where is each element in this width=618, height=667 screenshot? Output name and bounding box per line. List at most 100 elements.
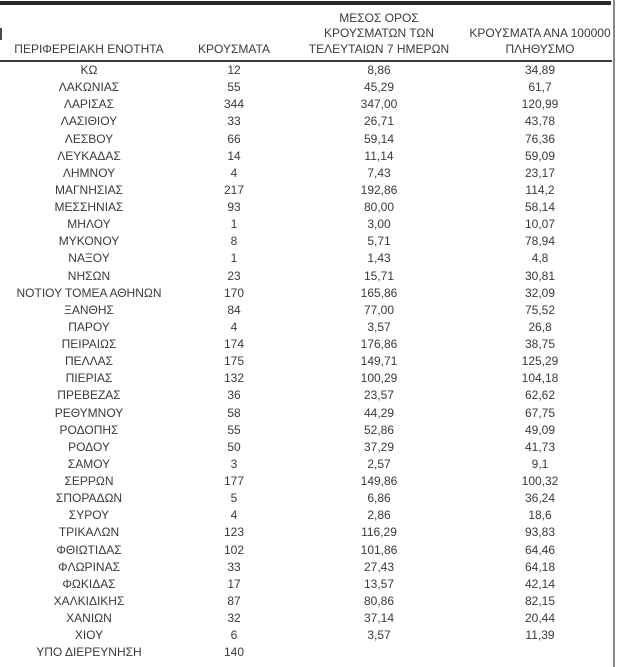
table-cell-per100k: 41,73	[524, 439, 556, 454]
table-cell-avg7: 23,57	[363, 388, 395, 403]
table-row: ΝΗΣΩΝ 23 15,71 30,81	[0, 268, 612, 285]
table-row: ΜΗΛΟΥ 1 3,00 10,07	[0, 216, 612, 233]
table-cell-per100k: 67,75	[524, 405, 556, 420]
table-cell-cases: 84	[227, 302, 241, 317]
table-cell-avg7: 13,57	[363, 576, 395, 591]
table-cell-region: ΧΙΟΥ	[74, 628, 104, 643]
table-cell-region: ΝΗΣΩΝ	[67, 268, 111, 283]
table-cell-avg7: 3,57	[367, 319, 391, 334]
regional-cases-table: ΠΕΡΙΦΕΡΕΙΑΚΗ ΕΝΟΤΗΤΑ ΚΡΟΥΣΜΑΤΑ ΜΕΣΟΣ ΟΡΟ…	[0, 5, 612, 661]
table-cell-region: ΣΕΡΡΩΝ	[64, 474, 114, 489]
table-row: ΥΠΟ ΔΙΕΡΕΥΝΗΣΗ 140	[0, 644, 612, 661]
table-cell-region: ΦΘΙΩΤΙΔΑΣ	[56, 542, 122, 557]
right-edge-line	[613, 0, 615, 667]
table-cell-per100k: 38,75	[524, 337, 556, 352]
table-row: ΠΕΙΡΑΙΩΣ 174 176,86 38,75	[0, 336, 612, 353]
table-row: ΣΑΜΟΥ 3 2,57 9,1	[0, 456, 612, 473]
header-row: ΠΕΡΙΦΕΡΕΙΑΚΗ ΕΝΟΤΗΤΑ ΚΡΟΥΣΜΑΤΑ ΜΕΣΟΣ ΟΡΟ…	[0, 5, 612, 62]
table-cell-per100k: 104,18	[521, 371, 559, 386]
table-row: ΜΥΚΟΝΟΥ 8 5,71 78,94	[0, 233, 612, 250]
table-cell-cases: 36	[227, 388, 241, 403]
table-cell-avg7: 5,71	[367, 234, 391, 249]
table-cell-cases: 102	[223, 542, 245, 557]
table-cell-cases: 12	[227, 63, 241, 78]
table-cell-cases: 8	[230, 234, 238, 249]
table-cell-cases: 4	[230, 508, 238, 523]
table-cell-per100k: 43,78	[524, 114, 556, 129]
table-row: ΝΑΞΟΥ 1 1,43 4,8	[0, 250, 612, 267]
table-cell-avg7: 149,86	[360, 474, 398, 489]
table-cell-cases: 6	[230, 628, 238, 643]
table-cell-region: ΛΑΣΙΘΙΟΥ	[60, 114, 118, 129]
table-row: ΠΕΛΛΑΣ 175 149,71 125,29	[0, 353, 612, 370]
table-cell-region: ΝΑΞΟΥ	[68, 251, 110, 266]
table-header: ΠΕΡΙΦΕΡΕΙΑΚΗ ΕΝΟΤΗΤΑ ΚΡΟΥΣΜΑΤΑ ΜΕΣΟΣ ΟΡΟ…	[0, 5, 612, 62]
table-cell-cases: 175	[223, 354, 245, 369]
table-cell-avg7: 100,29	[360, 371, 398, 386]
table-row: ΦΘΙΩΤΙΔΑΣ 102 101,86 64,46	[0, 542, 612, 559]
table-row: ΦΛΩΡΙΝΑΣ 33 27,43 64,18	[0, 559, 612, 576]
table-row: ΠΙΕΡΙΑΣ 132 100,29 104,18	[0, 370, 612, 387]
table-cell-per100k: 114,2	[525, 182, 555, 197]
table-row: ΠΡΕΒΕΖΑΣ 36 23,57 62,62	[0, 387, 612, 404]
table-row: ΦΩΚΙΔΑΣ 17 13,57 42,14	[0, 576, 612, 593]
table-cell-cases: 23	[227, 268, 241, 283]
table-cell-avg7: 3,57	[367, 628, 391, 643]
table-cell-per100k: 34,89	[524, 63, 556, 78]
table-cell-cases: 32	[227, 611, 241, 626]
table-row: ΡΟΔΟΠΗΣ 55 52,86 49,09	[0, 422, 612, 439]
table-cell-avg7: 37,14	[363, 611, 395, 626]
table-cell-avg7: 176,86	[360, 337, 398, 352]
table-cell-cases: 66	[227, 131, 241, 146]
table-cell-avg7: 27,43	[363, 559, 395, 574]
table-cell-avg7: 149,71	[360, 354, 398, 369]
table-cell-cases: 3	[230, 456, 238, 471]
table-cell-per100k: 82,15	[524, 593, 556, 608]
table-cell-per100k: 49,09	[524, 422, 556, 437]
table-cell-avg7: 80,00	[363, 200, 395, 215]
table-cell-per100k: 4,8	[531, 251, 549, 266]
table-cell-cases: 17	[227, 576, 241, 591]
table-cell-per100k: 120,99	[521, 97, 559, 112]
table-cell-per100k: 11,39	[525, 628, 555, 643]
table-cell-region: ΛΗΜΝΟΥ	[62, 165, 116, 180]
table-cell-per100k: 9,1	[531, 456, 549, 471]
table-cell-per100k: 10,07	[524, 217, 556, 232]
column-header-region: ΠΕΡΙΦΕΡΕΙΑΚΗ ΕΝΟΤΗΤΑ	[0, 5, 178, 62]
table-cell-avg7: 8,86	[367, 63, 391, 78]
table-cell-avg7: 45,29	[363, 80, 395, 95]
table-cell-per100k: 32,09	[524, 285, 556, 300]
table-cell-region: ΦΛΩΡΙΝΑΣ	[58, 559, 120, 574]
table-row: ΠΑΡΟΥ 4 3,57 26,8	[0, 319, 612, 336]
table-row: ΤΡΙΚΑΛΩΝ 123 116,29 93,83	[0, 524, 612, 541]
table-cell-cases: 93	[227, 200, 241, 215]
table-cell-per100k: 75,52	[524, 302, 556, 317]
table-cell-avg7: 347,00	[360, 97, 398, 112]
table-cell-cases: 123	[223, 525, 245, 540]
table-cell-avg7: 7,43	[367, 165, 391, 180]
table-cell-region: ΛΕΣΒΟΥ	[64, 131, 114, 146]
table-cell-per100k: 42,14	[524, 576, 556, 591]
table-cell-cases: 50	[227, 439, 241, 454]
table-cell-cases: 344	[223, 97, 245, 112]
table-cell-region: ΠΕΙΡΑΙΩΣ	[61, 337, 117, 352]
table-cell-per100k: 93,83	[524, 525, 556, 540]
table-cell-cases: 33	[227, 114, 241, 129]
table-row: ΧΑΛΚΙΔΙΚΗΣ 87 80,86 82,15	[0, 593, 612, 610]
table-cell-cases: 177	[223, 474, 245, 489]
table-cell-avg7	[290, 644, 468, 661]
table-row: ΝΟΤΙΟΥ ΤΟΜΕΑ ΑΘΗΝΩΝ 170 165,86 32,09	[0, 285, 612, 302]
table-row: ΧΙΟΥ 6 3,57 11,39	[0, 627, 612, 644]
table-cell-avg7: 2,86	[367, 508, 391, 523]
table-cell-avg7: 2,57	[367, 456, 391, 471]
table-row: ΜΑΓΝΗΣΙΑΣ 217 192,86 114,2	[0, 182, 612, 199]
table-cell-region: ΤΡΙΚΑΛΩΝ	[58, 525, 120, 540]
table-row: ΞΑΝΘΗΣ 84 77,00 75,52	[0, 302, 612, 319]
column-header-per100k: ΚΡΟΥΣΜΑΤΑ ΑΝΑ 100000 ΠΛΗΘΥΣΜΟ	[468, 5, 612, 62]
table-row: ΛΑΡΙΣΑΣ 344 347,00 120,99	[0, 96, 612, 113]
table-cell-avg7: 1,43	[367, 251, 391, 266]
table-cell-per100k: 20,44	[524, 611, 556, 626]
table-cell-region: ΚΩ	[80, 63, 98, 78]
table-cell-per100k: 36,24	[524, 491, 556, 506]
